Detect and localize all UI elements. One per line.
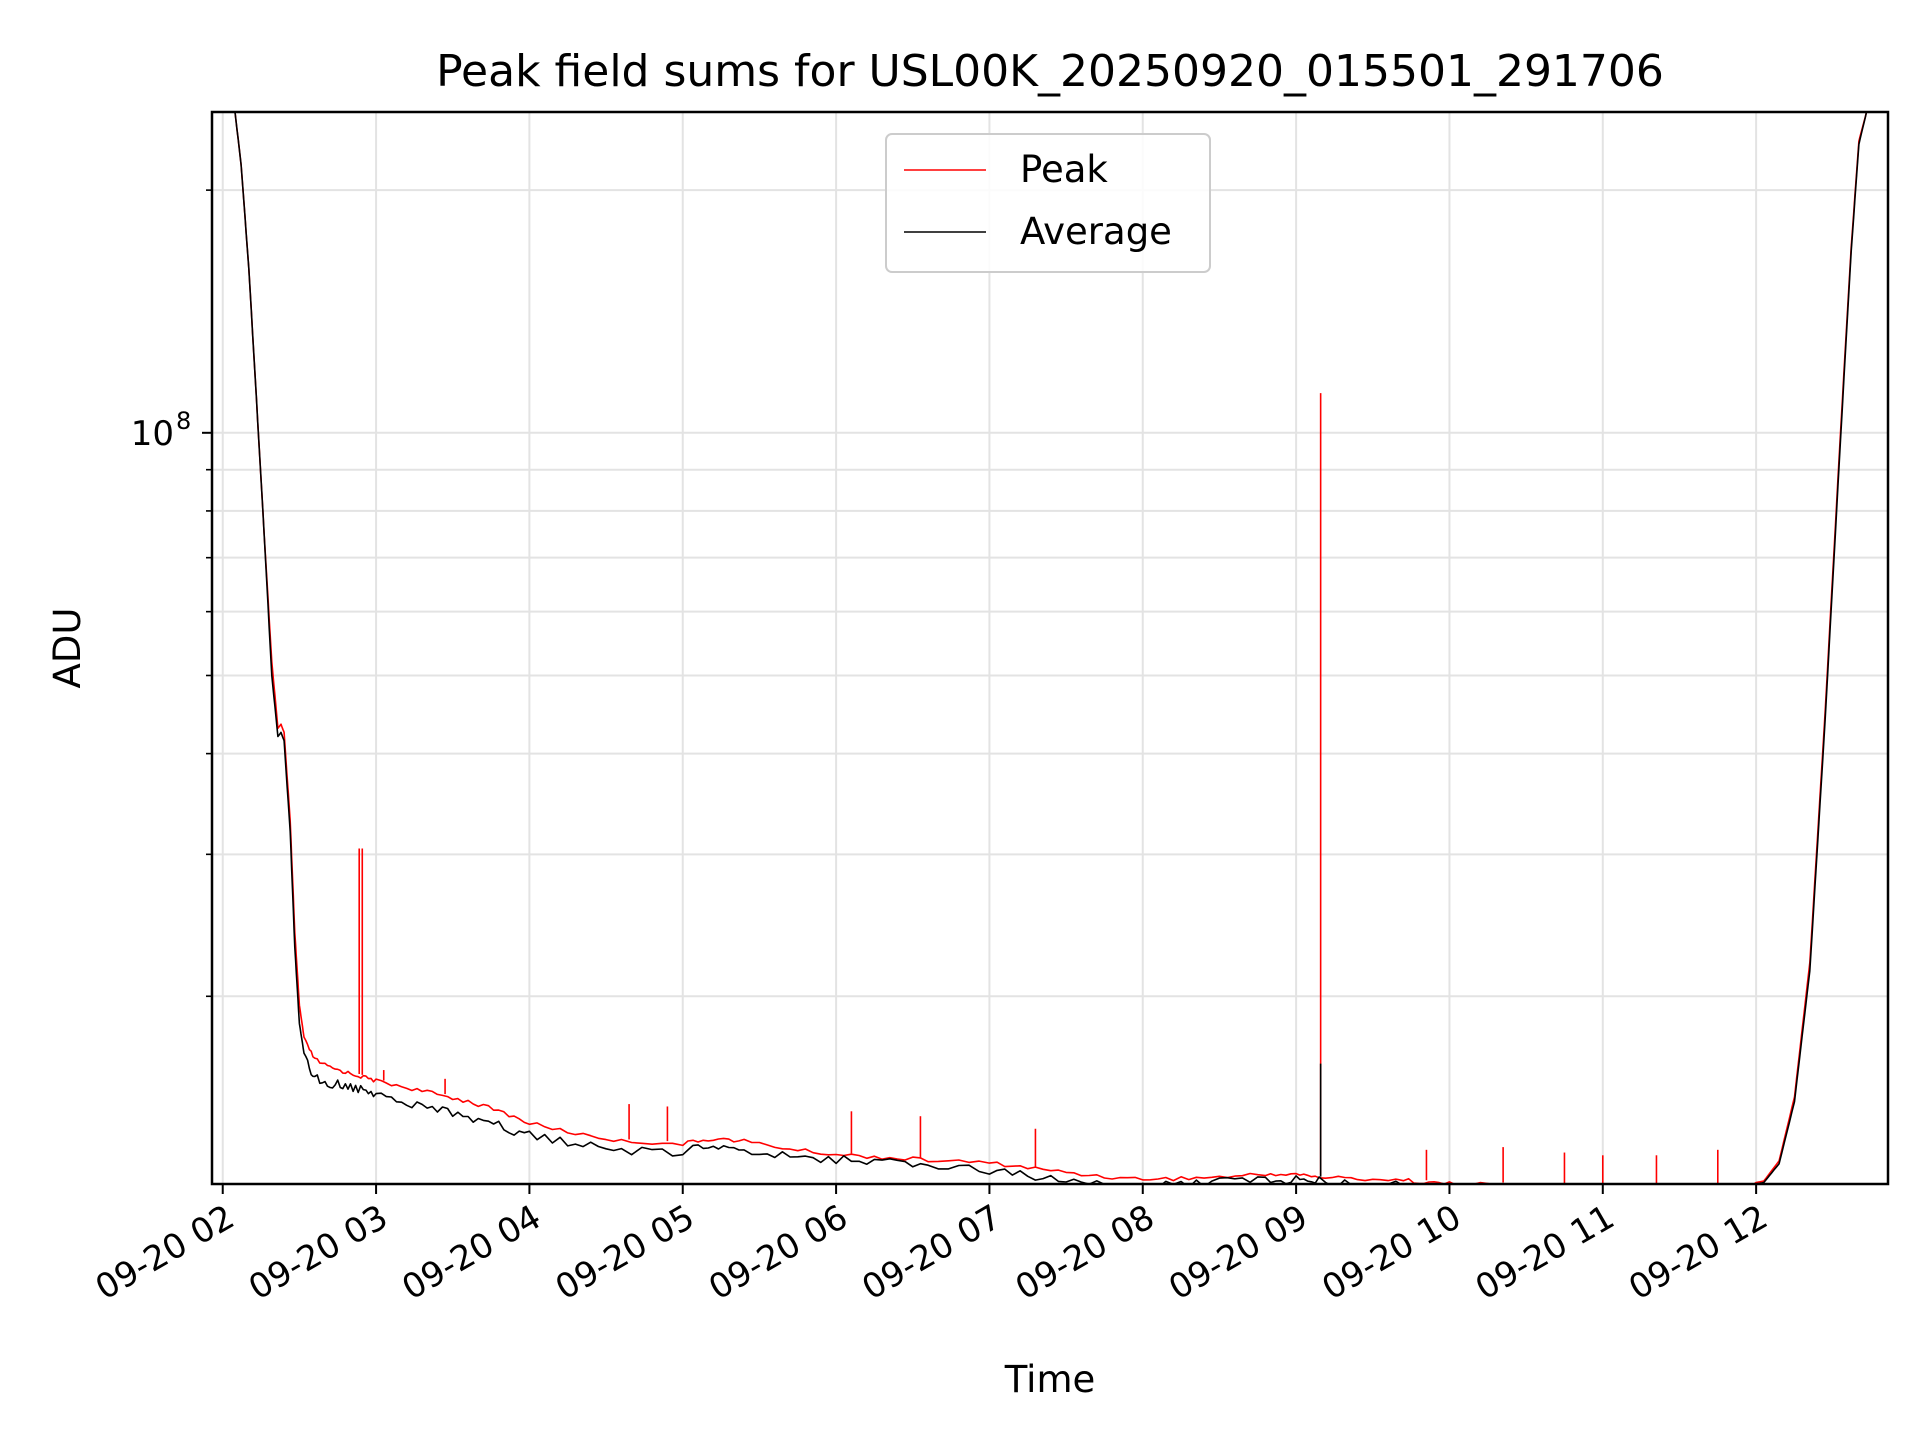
grid	[212, 112, 1888, 1184]
y-tick-label-exponent: 8	[176, 407, 191, 435]
legend-box	[885, 133, 1211, 273]
legend: Peak Average	[885, 133, 1211, 273]
legend-average-label: Average	[1020, 210, 1172, 253]
y-tick-label: 10	[131, 414, 174, 454]
y-tick-label-base: 10	[131, 414, 174, 454]
chart-title: Peak field sums for USL00K_20250920_0155…	[436, 46, 1664, 97]
series-layer	[234, 112, 1868, 1184]
series-line-average	[234, 112, 1868, 1184]
plot-frame	[210, 110, 1890, 1186]
y-axis-label: ADU	[46, 608, 89, 689]
x-axis-label: Time	[1004, 1358, 1096, 1401]
y-axis: 10 8	[131, 189, 212, 998]
legend-peak-label: Peak	[1020, 148, 1108, 191]
